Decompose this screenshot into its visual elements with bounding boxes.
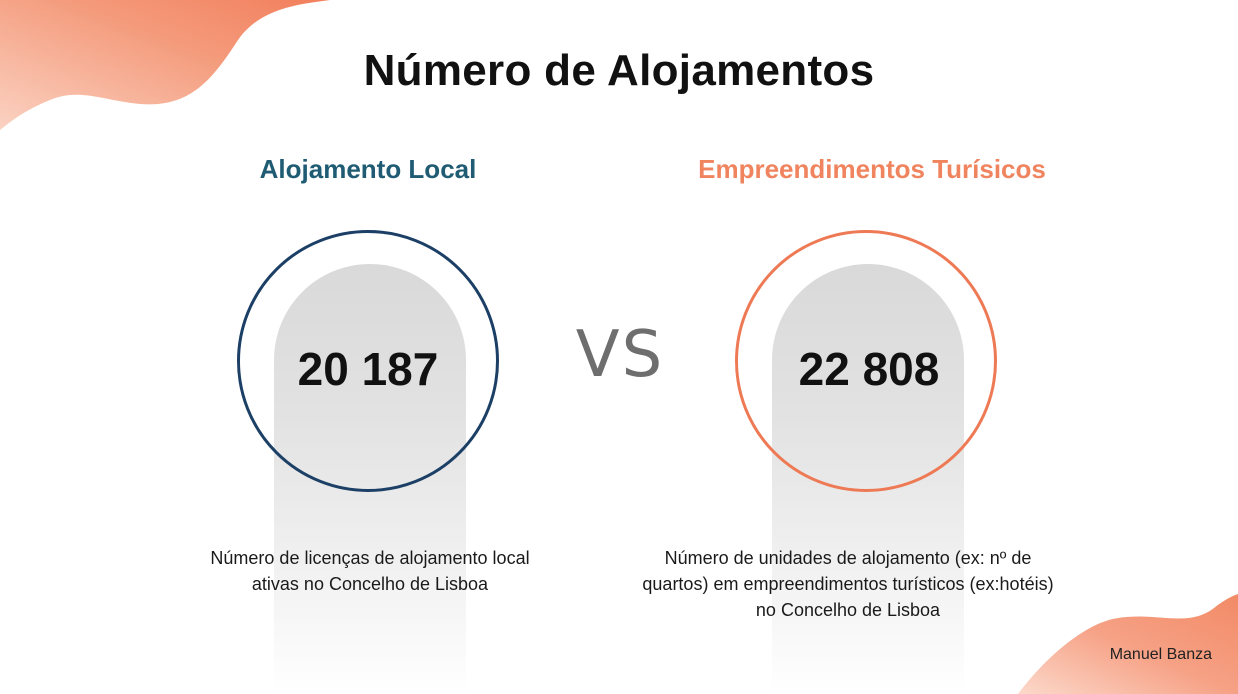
empreendimentos-heading: Empreendimentos Turísicos: [698, 154, 1046, 184]
vs-label: VS: [575, 318, 665, 392]
author-credit: Manuel Banza: [1109, 646, 1212, 663]
description-line: Número de unidades de alojamento (ex: nº…: [664, 548, 1032, 568]
page-title: Número de Alojamentos: [363, 46, 875, 95]
alojamento-local-heading: Alojamento Local: [259, 154, 477, 184]
description-line: quartos) em empreendimentos turísticos (…: [642, 574, 1054, 594]
decorative-wave-bottom-right: [1018, 594, 1238, 694]
empreendimentos-description: Número de unidades de alojamento (ex: nº…: [618, 545, 1078, 623]
decorative-wave-top-left: [0, 0, 330, 130]
empreendimentos-value: 22 808: [798, 343, 940, 395]
description-line: Número de licenças de alojamento local: [210, 548, 530, 568]
left-ring: [237, 230, 499, 492]
description-line: no Concelho de Lisboa: [755, 600, 941, 620]
alojamento-local-value: 20 187: [297, 343, 439, 395]
description-line: ativas no Concelho de Lisboa: [251, 574, 489, 594]
alojamento-local-description: Número de licenças de alojamento local a…: [170, 545, 570, 597]
right-ring: [735, 230, 997, 492]
